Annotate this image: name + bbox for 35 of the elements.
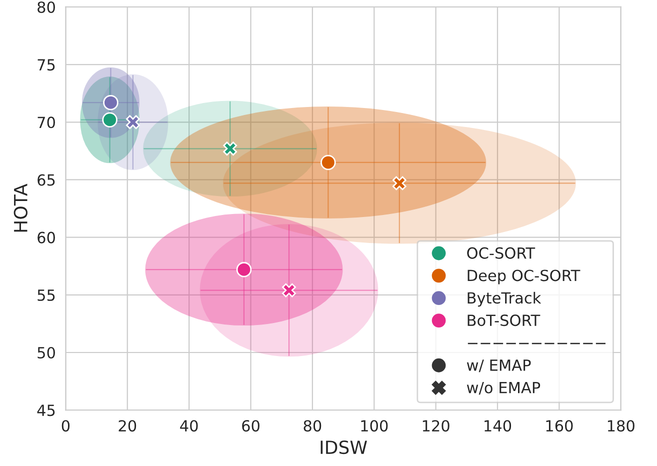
point bbox=[236, 262, 252, 278]
y-tick-label: 75 bbox=[38, 59, 55, 71]
legend-label: OC-SORT bbox=[467, 247, 536, 259]
point bbox=[102, 112, 118, 128]
point bbox=[103, 94, 118, 110]
x-tick-label: 20 bbox=[118, 420, 136, 432]
legend-label: Deep OC-SORT bbox=[468, 270, 580, 284]
y-tick-label: 50 bbox=[38, 346, 55, 359]
point bbox=[126, 115, 140, 130]
y-tick-label: 55 bbox=[38, 290, 55, 301]
point bbox=[320, 154, 336, 170]
x-axis-title: IDSW bbox=[320, 440, 367, 454]
x-tick-label: 60 bbox=[242, 420, 260, 432]
x-tick-label: 80 bbox=[304, 420, 322, 432]
y-tick-label: 45 bbox=[37, 404, 55, 416]
y-axis-title: HOTA bbox=[14, 184, 28, 232]
annotation: w/o EMAP bbox=[466, 382, 540, 395]
legend-label: BoT-SORT bbox=[468, 314, 540, 326]
annotation: −−−−−−−−−−− bbox=[468, 342, 606, 344]
point bbox=[223, 142, 238, 156]
x-tick-label: 0 bbox=[62, 420, 70, 432]
y-tick-label: 65 bbox=[38, 174, 55, 186]
annotation: w/ EMAP bbox=[466, 360, 531, 372]
point bbox=[282, 283, 296, 298]
y-tick-label: 80 bbox=[38, 1, 55, 14]
x-tick-label: 140 bbox=[484, 420, 512, 432]
x-tick-label: 100 bbox=[361, 420, 388, 432]
point bbox=[392, 176, 406, 190]
y-tick-label: 60 bbox=[38, 232, 55, 244]
legend-label: ByteTrack bbox=[468, 292, 542, 307]
x-tick-label: 180 bbox=[608, 420, 634, 432]
y-tick-label: 70 bbox=[38, 116, 55, 128]
x-tick-label: 40 bbox=[180, 420, 198, 432]
x-tick-label: 160 bbox=[546, 420, 573, 432]
x-tick-label: 120 bbox=[422, 420, 450, 432]
